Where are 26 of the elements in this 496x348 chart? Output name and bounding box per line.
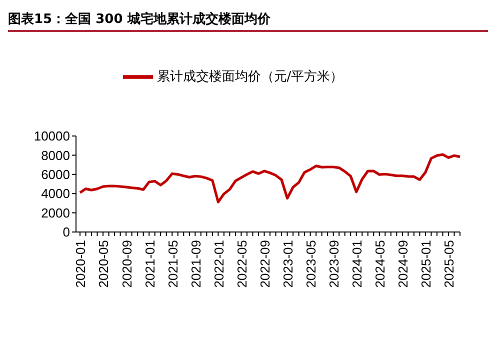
x-tick-label: 2020-05: [96, 240, 112, 288]
x-tick-label: 2023-09: [326, 240, 342, 288]
y-tick-label: 8000: [41, 148, 70, 163]
line-series: [78, 153, 462, 204]
x-tick-label: 2023-05: [304, 240, 319, 288]
x-tick-label: 2024-01: [350, 240, 365, 288]
x-tick-label: 2024-09: [396, 240, 411, 288]
x-tick-label: 2021-05: [165, 240, 180, 288]
x-tick-label: 2021-09: [188, 240, 204, 288]
x-tick-label: 2020-09: [119, 240, 134, 288]
y-tick-label: 6000: [41, 167, 70, 182]
x-tick-label: 2022-05: [234, 240, 250, 288]
chart-title: 图表15：全国 300 城宅地累计成交楼面均价: [8, 10, 270, 28]
y-tick-label: 4000: [41, 186, 70, 202]
y-tick-label: 0: [62, 224, 70, 240]
x-tick-label: 2021-01: [142, 240, 158, 288]
x-tick-label: 2023-01: [280, 240, 296, 288]
x-tick-label: 2024-05: [372, 240, 388, 288]
y-tick-label: 10000: [34, 128, 70, 144]
x-tick-label: 2025-01: [418, 240, 434, 288]
x-tick-label: 2022-09: [257, 240, 272, 288]
x-tick-label: 2022-01: [211, 240, 226, 288]
legend-label: 累计成交楼面均价（元/平方米）: [156, 70, 344, 85]
x-tick-label: 2025-05: [442, 240, 457, 288]
y-tick-label: 2000: [41, 205, 70, 220]
x-tick-label: 2020-01: [73, 240, 88, 288]
